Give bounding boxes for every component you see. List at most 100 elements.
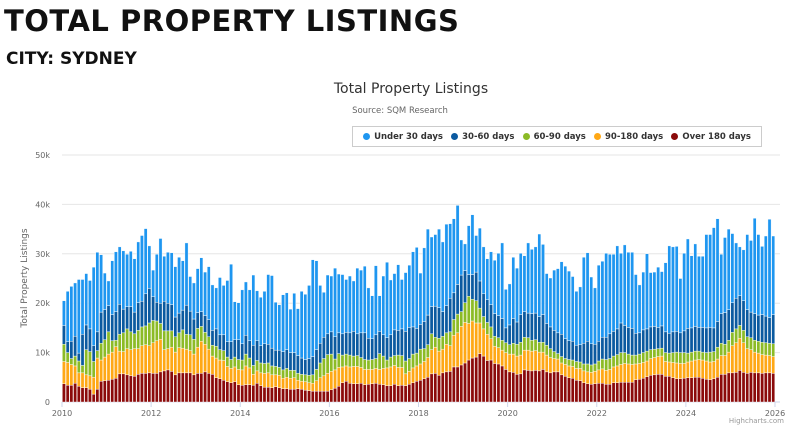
- bar-segment-over-180-days[interactable]: [686, 377, 690, 403]
- bar-segment-90-180-days[interactable]: [351, 366, 356, 384]
- bar-segment-over-180-days[interactable]: [570, 378, 575, 403]
- bar-segment-90-180-days[interactable]: [143, 344, 148, 374]
- bar-segment-over-180-days[interactable]: [440, 372, 445, 403]
- bar-segment-90-180-days[interactable]: [288, 378, 293, 390]
- bar-segment-60-90-days[interactable]: [593, 363, 597, 372]
- bar-segment-over-180-days[interactable]: [236, 384, 241, 403]
- bar-segment-under-30-days[interactable]: [444, 223, 449, 306]
- bar-segment-90-180-days[interactable]: [333, 369, 337, 389]
- bar-segment-30-60-days[interactable]: [515, 321, 519, 345]
- bar-segment-under-30-days[interactable]: [73, 282, 77, 337]
- bar-segment-under-30-days[interactable]: [466, 225, 471, 275]
- bar-segment-90-180-days[interactable]: [641, 362, 646, 379]
- bar-segment-60-90-days[interactable]: [600, 358, 605, 370]
- bar-segment-90-180-days[interactable]: [455, 332, 460, 368]
- bar-segment-60-90-days[interactable]: [652, 348, 657, 358]
- bar-segment-90-180-days[interactable]: [637, 363, 642, 380]
- bar-segment-30-60-days[interactable]: [210, 330, 215, 346]
- bar-segment-over-180-days[interactable]: [218, 378, 222, 403]
- bar-segment-over-180-days[interactable]: [336, 385, 341, 403]
- bar-segment-60-90-days[interactable]: [69, 358, 74, 365]
- bar-segment-90-180-days[interactable]: [99, 359, 103, 382]
- bar-segment-over-180-days[interactable]: [262, 386, 267, 403]
- bar-segment-30-60-days[interactable]: [299, 357, 304, 375]
- bar-segment-over-180-days[interactable]: [310, 390, 315, 403]
- bar-segment-30-60-days[interactable]: [641, 329, 646, 353]
- bar-segment-60-90-days[interactable]: [277, 367, 282, 376]
- bar-segment-over-180-days[interactable]: [452, 366, 456, 403]
- bar-segment-under-30-days[interactable]: [563, 265, 568, 339]
- bar-segment-90-180-days[interactable]: [236, 369, 241, 385]
- bar-segment-30-60-days[interactable]: [726, 309, 731, 341]
- bar-segment-30-60-days[interactable]: [262, 343, 267, 364]
- bar-segment-60-90-days[interactable]: [567, 359, 571, 367]
- bar-segment-30-60-days[interactable]: [166, 303, 170, 332]
- bar-segment-under-30-days[interactable]: [604, 253, 608, 338]
- bar-segment-30-60-days[interactable]: [151, 296, 155, 321]
- bar-segment-90-180-days[interactable]: [180, 347, 185, 374]
- bar-segment-over-180-days[interactable]: [284, 388, 289, 403]
- bar-segment-under-30-days[interactable]: [281, 294, 285, 352]
- bar-segment-30-60-days[interactable]: [351, 331, 356, 357]
- bar-segment-90-180-days[interactable]: [95, 357, 100, 390]
- bar-segment-60-90-days[interactable]: [169, 330, 174, 348]
- bar-segment-90-180-days[interactable]: [110, 351, 115, 380]
- bar-segment-over-180-days[interactable]: [381, 384, 386, 403]
- bar-segment-30-60-days[interactable]: [756, 314, 761, 342]
- bar-segment-60-90-days[interactable]: [143, 325, 148, 345]
- bar-segment-over-180-days[interactable]: [247, 384, 252, 403]
- bar-segment-30-60-days[interactable]: [303, 359, 308, 376]
- bar-segment-under-30-days[interactable]: [459, 239, 464, 276]
- bar-segment-30-60-days[interactable]: [678, 332, 683, 353]
- bar-segment-90-180-days[interactable]: [155, 340, 159, 374]
- bar-segment-over-180-days[interactable]: [151, 373, 155, 403]
- bar-segment-60-90-days[interactable]: [448, 331, 452, 346]
- bar-segment-over-180-days[interactable]: [496, 363, 501, 403]
- bar-segment-90-180-days[interactable]: [340, 366, 345, 383]
- bar-segment-60-90-days[interactable]: [65, 352, 70, 363]
- bar-segment-over-180-days[interactable]: [682, 378, 686, 403]
- bar-segment-90-180-days[interactable]: [652, 357, 657, 376]
- bar-segment-30-60-days[interactable]: [414, 328, 419, 354]
- bar-segment-30-60-days[interactable]: [322, 337, 326, 359]
- legend-item-90-180[interactable]: 90-180 days: [594, 132, 663, 142]
- bar-segment-under-30-days[interactable]: [221, 285, 226, 336]
- bar-segment-60-90-days[interactable]: [355, 355, 360, 367]
- bar-segment-over-180-days[interactable]: [615, 382, 620, 403]
- bar-segment-over-180-days[interactable]: [244, 384, 248, 403]
- bar-segment-over-180-days[interactable]: [559, 374, 564, 403]
- bar-segment-30-60-days[interactable]: [771, 314, 776, 344]
- bar-segment-30-60-days[interactable]: [730, 302, 735, 333]
- bar-segment-under-30-days[interactable]: [741, 249, 746, 301]
- bar-segment-over-180-days[interactable]: [322, 390, 326, 403]
- bar-segment-60-90-days[interactable]: [426, 344, 430, 358]
- bar-segment-60-90-days[interactable]: [255, 360, 259, 372]
- bar-segment-60-90-days[interactable]: [400, 355, 404, 368]
- bar-segment-over-180-days[interactable]: [258, 385, 263, 403]
- bar-segment-60-90-days[interactable]: [608, 358, 612, 370]
- bar-segment-90-180-days[interactable]: [426, 357, 430, 378]
- bar-segment-under-30-days[interactable]: [619, 253, 623, 324]
- bar-segment-60-90-days[interactable]: [596, 360, 601, 371]
- bar-segment-under-30-days[interactable]: [667, 245, 672, 334]
- bar-segment-over-180-days[interactable]: [340, 382, 345, 403]
- bar-segment-under-30-days[interactable]: [255, 290, 259, 341]
- bar-segment-under-30-days[interactable]: [585, 252, 590, 342]
- bar-segment-90-180-days[interactable]: [158, 339, 163, 373]
- bar-segment-90-180-days[interactable]: [596, 369, 601, 384]
- bar-segment-30-60-days[interactable]: [99, 311, 103, 344]
- bar-segment-90-180-days[interactable]: [318, 377, 322, 392]
- bar-segment-30-60-days[interactable]: [671, 331, 675, 353]
- bar-segment-under-30-days[interactable]: [388, 279, 393, 336]
- bar-segment-30-60-days[interactable]: [173, 316, 178, 337]
- bar-segment-90-180-days[interactable]: [192, 353, 196, 376]
- bar-segment-60-90-days[interactable]: [741, 330, 746, 343]
- bar-segment-over-180-days[interactable]: [552, 371, 556, 403]
- bar-segment-under-30-days[interactable]: [764, 235, 768, 317]
- bar-segment-60-90-days[interactable]: [686, 352, 690, 363]
- bar-segment-over-180-days[interactable]: [359, 383, 363, 403]
- bar-segment-30-60-days[interactable]: [125, 306, 129, 330]
- bar-segment-30-60-days[interactable]: [73, 336, 77, 357]
- bar-segment-60-90-days[interactable]: [544, 344, 549, 356]
- bar-segment-90-180-days[interactable]: [600, 368, 605, 384]
